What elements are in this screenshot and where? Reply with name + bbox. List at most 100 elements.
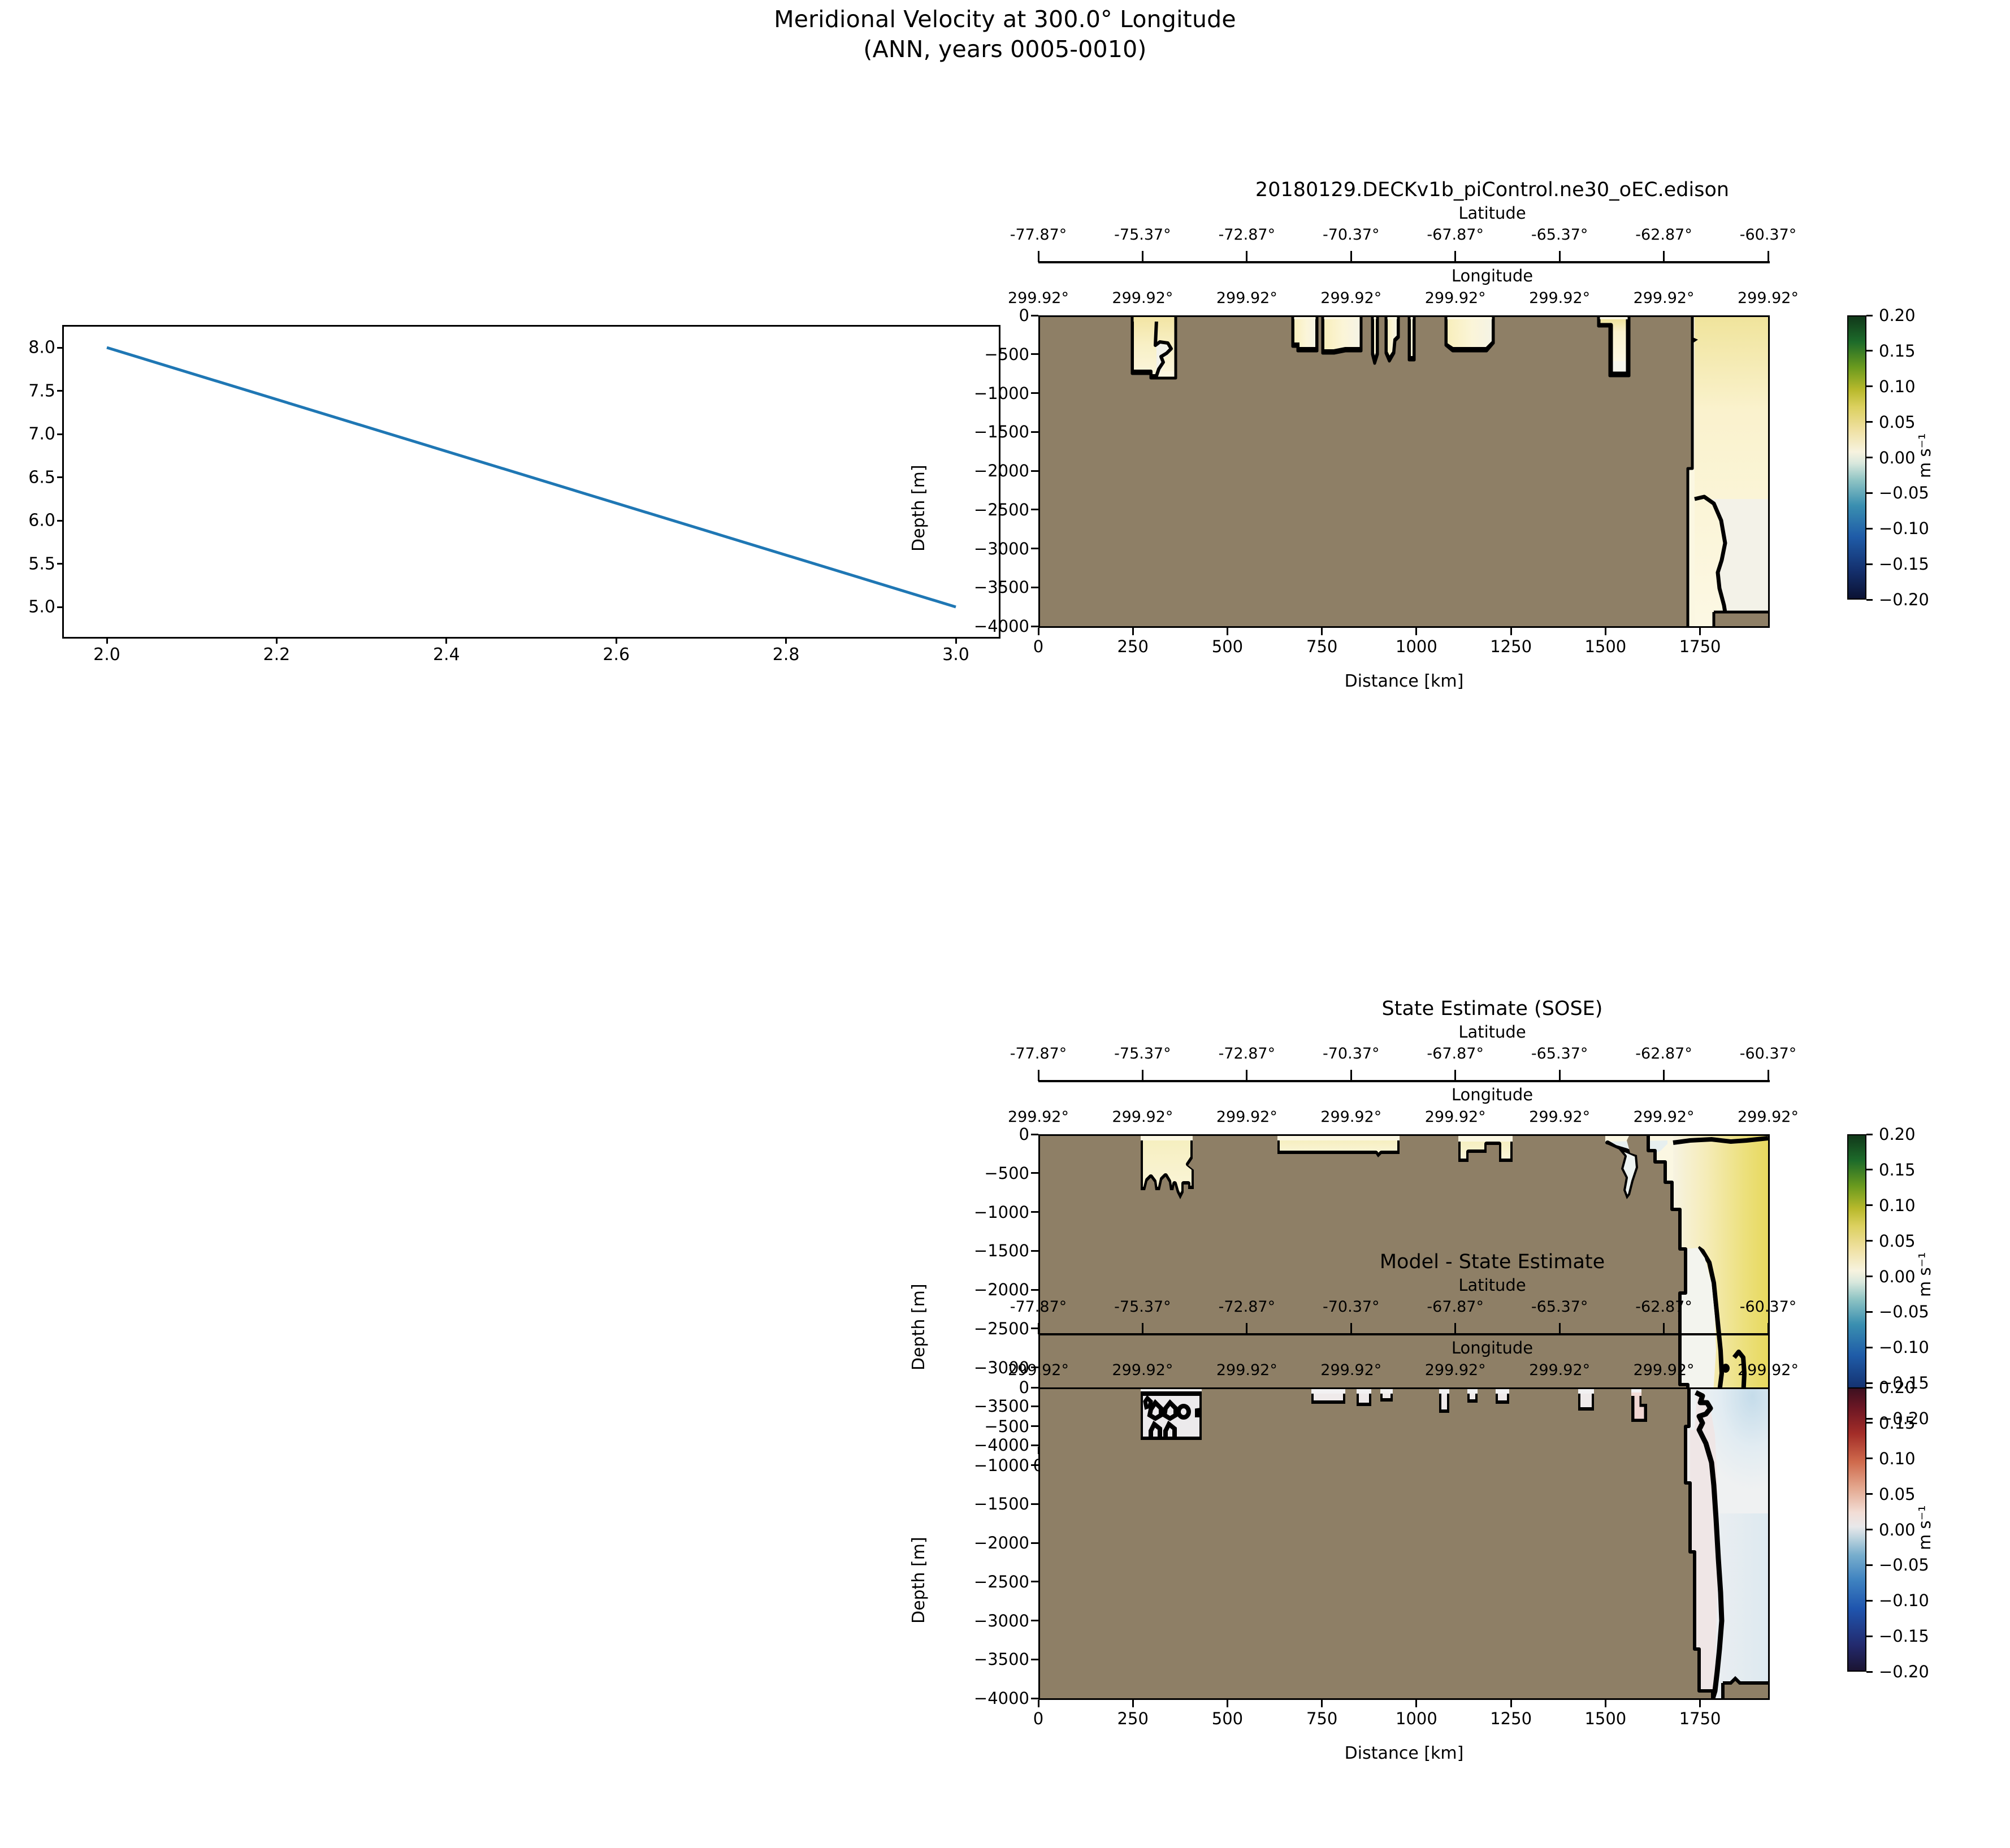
latitude-tick-labels: -77.87° -75.37° -72.87° -70.37° -67.87° -65.3… (1010, 1045, 1967, 1064)
depth-tick-label: −2500 (973, 500, 1029, 519)
latitude-tick-label: -67.87° (1427, 1298, 1484, 1316)
colorbar-tick (1866, 527, 1873, 530)
distance-tick-label: 1250 (1490, 637, 1532, 656)
depth-tick (1031, 586, 1038, 588)
line-plot-y-tick-label: 6.0 (28, 510, 55, 531)
latitude-tick-label: -60.37° (1739, 1045, 1797, 1062)
longitude-tick-label: 299.92° (1529, 289, 1591, 307)
depth-tick-label: −3000 (973, 539, 1029, 558)
distance-tick (1321, 628, 1323, 635)
longitude-tick-label: 299.92° (1424, 1361, 1486, 1379)
longitude-tick-label: 299.92° (1633, 1361, 1695, 1379)
colorbar-tick (1866, 1493, 1873, 1495)
latitude-tick-label: -75.37° (1114, 1045, 1171, 1062)
longitude-tick-label: 299.92° (1633, 1108, 1695, 1126)
depth-tick (1031, 625, 1038, 627)
depth-tick (1031, 548, 1038, 549)
longitude-tick-label: 299.92° (1424, 289, 1486, 307)
colorbar-tick-label: 0.10 (1879, 1448, 1916, 1468)
distance-tick-label: 1000 (1396, 1709, 1437, 1728)
distance-tick-label: 1500 (1584, 637, 1627, 656)
distance-tick (1226, 628, 1228, 635)
longitude-tick-label: 299.92° (1633, 289, 1695, 307)
colorbar-tick (1866, 1529, 1873, 1530)
line-plot-x-tick (275, 637, 278, 644)
longitude-tick-label: 299.92° (1216, 1108, 1277, 1126)
latitude-tick (1037, 1323, 1039, 1334)
depth-tick-label: −500 (984, 1163, 1029, 1183)
longitude-tick-label: 299.92° (1216, 1361, 1277, 1379)
colorbar-tick-label: 0.05 (1879, 1231, 1916, 1251)
depth-tick (1031, 1386, 1038, 1389)
longitude-tick-label: 299.92° (1424, 1108, 1486, 1126)
longitude-tick-label: 299.92° (1112, 1108, 1173, 1126)
colorbar-tick (1866, 1564, 1873, 1566)
section-plot-area (1038, 315, 1770, 628)
depth-tick (1031, 392, 1038, 394)
colorbar-tick-label: 0.15 (1879, 1413, 1916, 1433)
latitude-tick (1558, 251, 1561, 262)
depth-tick (1031, 1425, 1038, 1428)
colorbar-tick-label: 0.05 (1879, 1484, 1916, 1504)
depth-tick-label: −500 (984, 344, 1029, 364)
latitude-tick-label: -72.87° (1218, 226, 1276, 244)
longitude-tick-label: 299.92° (1738, 1361, 1799, 1379)
distance-tick (1226, 1700, 1228, 1707)
latitude-axis-label: Latitude (1458, 1276, 1526, 1295)
latitude-tick-label: -75.37° (1114, 1298, 1171, 1316)
longitude-tick-label: 299.92° (1320, 289, 1382, 307)
colorbar-tick (1866, 457, 1873, 458)
depth-tick-label: −2000 (973, 1280, 1029, 1299)
colorbar-tick-label: 0.10 (1879, 1195, 1916, 1215)
distance-tick (1604, 628, 1606, 635)
line-plot-x-tick (955, 637, 957, 644)
colorbar-tick (1866, 1417, 1873, 1420)
colorbar-tick-label: 0.15 (1879, 1160, 1916, 1179)
depth-tick (1031, 1133, 1038, 1135)
line-plot-y-tick-label: 7.0 (28, 424, 55, 444)
distance-tick (1132, 1700, 1134, 1707)
longitude-tick-labels: 299.92° 299.92° 299.92° 299.92° 299.92° 299.9… (1008, 1361, 1967, 1381)
depth-tick (1031, 1211, 1038, 1213)
depth-tick-label: −1000 (973, 1455, 1029, 1475)
x-axis-label: Distance [km] (1344, 1743, 1464, 1763)
depth-tick (1031, 1172, 1038, 1174)
depth-tick-label: −500 (984, 1416, 1029, 1436)
distance-tick (1510, 628, 1512, 635)
latitude-tick (1246, 1323, 1248, 1334)
depth-tick-label: −3500 (973, 1650, 1029, 1669)
depth-tick (1031, 470, 1038, 472)
colorbar-tick-label: −0.10 (1879, 519, 1929, 539)
latitude-axis-label: Latitude (1458, 203, 1526, 223)
colorbar-tick-label: −0.05 (1879, 483, 1929, 503)
distance-tick-label: 0 (1033, 637, 1044, 656)
depth-tick-label: −2500 (973, 1318, 1029, 1338)
y-axis-label: Depth [m] (909, 465, 929, 552)
latitude-tick-label: -70.37° (1323, 1298, 1380, 1316)
latitude-tick-labels: -77.87° -75.37° -72.87° -70.37° -67.87° -65.3… (1010, 226, 1967, 245)
latitude-tick (1141, 1070, 1143, 1081)
latitude-tick-label: -60.37° (1739, 226, 1797, 244)
depth-tick-label: −4000 (973, 1689, 1029, 1708)
depth-tick-label: −2000 (973, 1533, 1029, 1552)
depth-tick (1031, 1405, 1038, 1407)
depth-tick-label: −1500 (973, 1241, 1029, 1261)
distance-tick (1510, 1700, 1512, 1707)
panel-title: Model - State Estimate (1379, 1251, 1605, 1273)
depth-tick-label: −3500 (973, 578, 1029, 597)
y-axis-label: Depth [m] (909, 1537, 929, 1624)
latitude-tick-label: -62.87° (1635, 1045, 1692, 1062)
depth-tick (1031, 353, 1038, 355)
distance-tick-label: 1250 (1490, 1709, 1532, 1728)
distance-tick (1699, 1700, 1701, 1707)
latitude-tick (1454, 1323, 1457, 1334)
line-plot-x-tick (106, 637, 108, 644)
longitude-tick-labels: 299.92° 299.92° 299.92° 299.92° 299.92° 299.9… (1008, 289, 1967, 309)
distance-tick-label: 500 (1211, 1709, 1244, 1728)
distance-tick-label: 750 (1306, 1709, 1338, 1728)
latitude-tick-label: -62.87° (1635, 226, 1692, 244)
latitude-tick (1558, 1070, 1561, 1081)
colorbar-tick (1866, 421, 1873, 423)
depth-tick-label: −3000 (973, 1357, 1029, 1377)
colorbar-tick-label: 0.00 (1879, 448, 1916, 467)
